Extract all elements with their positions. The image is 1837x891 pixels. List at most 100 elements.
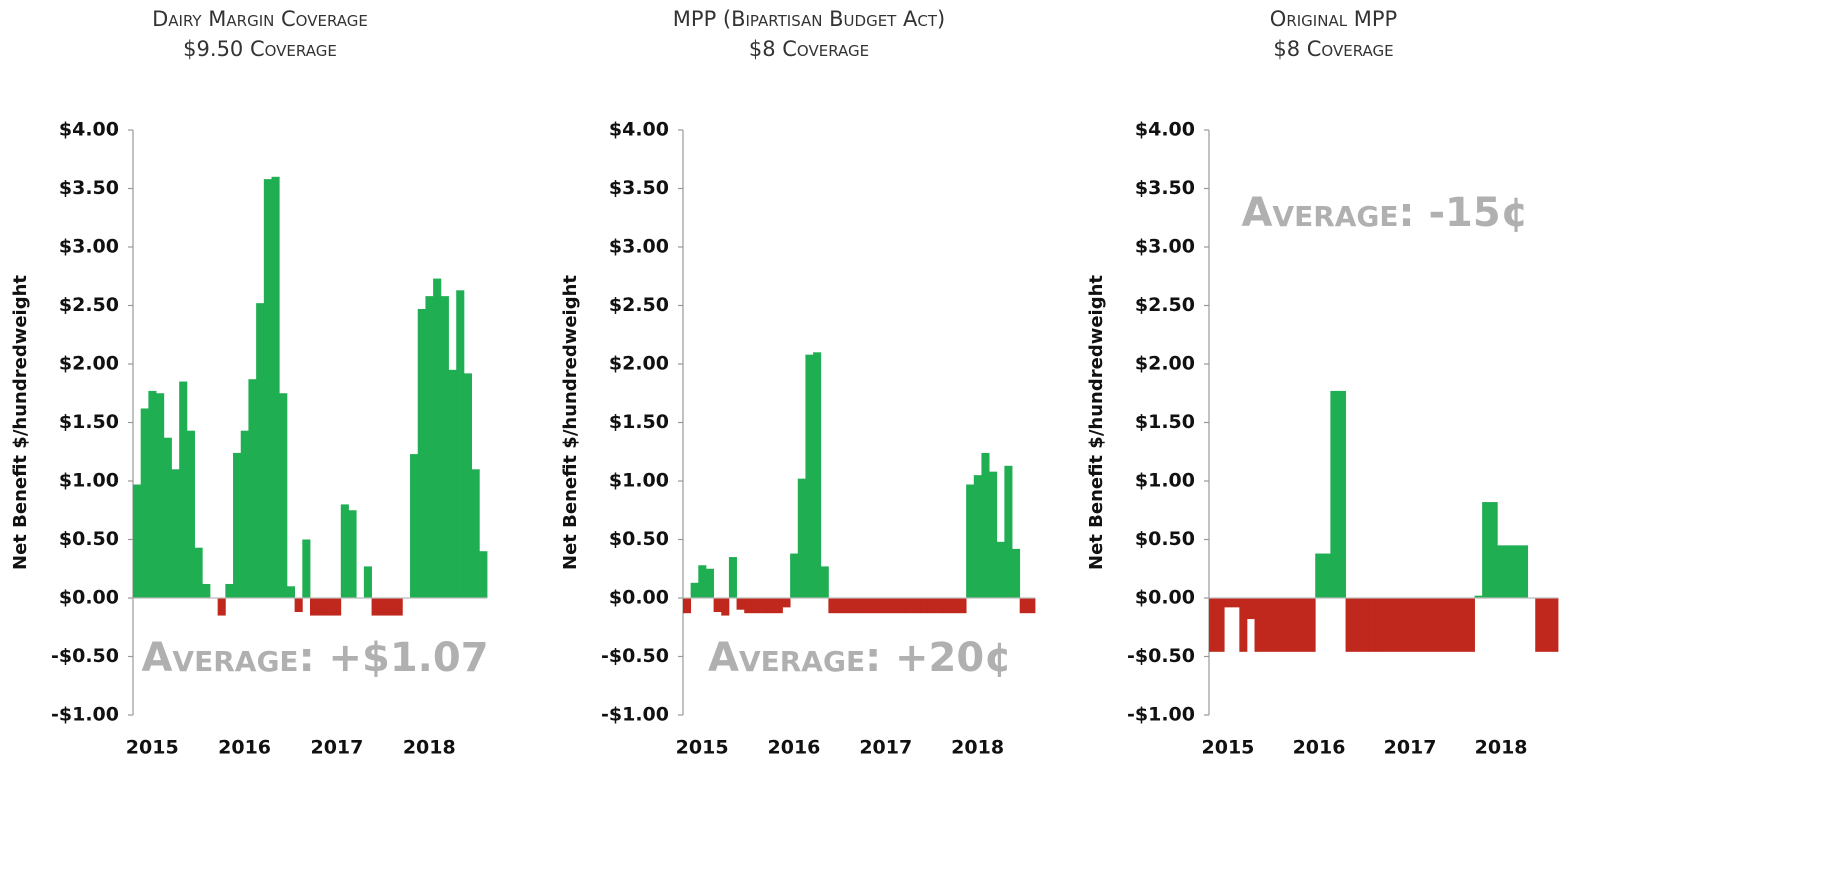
bar <box>171 469 180 598</box>
y-tick-label: $1.50 <box>1135 411 1195 433</box>
y-tick-label: $0.50 <box>609 528 669 550</box>
bar <box>713 598 722 613</box>
bar <box>874 598 883 614</box>
bar <box>394 598 403 616</box>
bar <box>448 369 457 598</box>
bar <box>1224 598 1233 608</box>
bar <box>705 568 715 598</box>
y-tick-label: $1.50 <box>609 411 669 433</box>
bar <box>1360 598 1369 652</box>
annotation: Average: +$1.07 <box>141 635 488 681</box>
bar <box>966 484 975 598</box>
bar <box>843 598 852 614</box>
bar <box>456 290 465 598</box>
y-tick-label: $2.00 <box>1135 353 1195 375</box>
bar <box>881 598 891 614</box>
bar <box>140 408 149 598</box>
y-tick-label: $0.00 <box>1135 587 1195 609</box>
bar <box>163 437 172 598</box>
bar <box>1391 598 1400 652</box>
x-tick-label: 2017 <box>859 737 912 759</box>
bar <box>263 179 272 598</box>
y-tick-label: $4.00 <box>59 119 119 141</box>
bar <box>1254 598 1263 652</box>
bar <box>1459 598 1468 652</box>
bar <box>912 598 921 614</box>
bar <box>751 598 760 614</box>
x-tick-label: 2018 <box>403 737 456 759</box>
bar <box>1277 598 1286 652</box>
bar <box>790 553 799 598</box>
bar <box>425 296 434 598</box>
bar <box>927 598 936 614</box>
y-tick-label: -$0.50 <box>1127 645 1195 667</box>
bar <box>950 598 959 614</box>
bar <box>371 598 380 616</box>
bar <box>186 430 195 598</box>
bar <box>1429 598 1438 652</box>
bar <box>1231 598 1240 608</box>
bar <box>889 598 898 614</box>
bar <box>1535 598 1544 652</box>
bar <box>805 354 814 598</box>
bar <box>981 452 990 598</box>
bar <box>759 598 768 614</box>
y-tick-label: $2.50 <box>59 294 119 316</box>
y-tick-label: $1.00 <box>1135 470 1195 492</box>
bar <box>240 430 249 598</box>
bar <box>286 586 296 598</box>
bar <box>194 547 203 598</box>
bar <box>440 296 449 598</box>
bar <box>463 373 473 598</box>
bar <box>958 598 967 614</box>
bar <box>217 598 226 616</box>
bar <box>1550 598 1559 652</box>
bar <box>744 598 753 614</box>
bar <box>340 504 349 598</box>
bar <box>1504 545 1513 598</box>
bar <box>1337 390 1346 598</box>
annotation: Average: +20¢ <box>708 635 1012 681</box>
bar <box>279 393 288 598</box>
bar <box>836 598 845 614</box>
bar <box>1019 598 1028 614</box>
bar <box>851 598 860 614</box>
bar <box>866 598 875 614</box>
bar <box>1292 598 1301 652</box>
chart-title: Original MPP <box>1270 7 1397 31</box>
bar <box>1300 598 1309 652</box>
y-tick-label: $2.50 <box>609 294 669 316</box>
bar <box>943 598 952 614</box>
bar <box>1012 548 1021 598</box>
bar <box>1406 598 1415 652</box>
bar <box>989 471 998 598</box>
bar <box>736 598 745 610</box>
bar <box>1512 545 1521 598</box>
bar <box>348 510 357 598</box>
bar <box>1436 598 1445 652</box>
bar <box>133 484 142 598</box>
bar <box>1542 598 1551 652</box>
bar <box>1353 598 1362 652</box>
bar <box>828 598 837 614</box>
bar <box>302 539 311 598</box>
bar <box>683 598 692 614</box>
bar <box>294 598 303 613</box>
bar <box>1398 598 1407 652</box>
bar <box>1489 502 1498 598</box>
bar <box>1375 598 1384 652</box>
y-tick-label: -$0.50 <box>51 645 119 667</box>
y-tick-label: $1.00 <box>609 470 669 492</box>
y-tick-label: $1.00 <box>59 470 119 492</box>
bar <box>767 598 776 614</box>
bar <box>1520 545 1529 598</box>
bar <box>897 598 906 614</box>
bar <box>690 582 699 598</box>
bar <box>1497 545 1506 598</box>
bar <box>973 475 982 598</box>
bar <box>728 557 737 598</box>
y-tick-label: $3.00 <box>609 236 669 258</box>
y-tick-label: $3.00 <box>59 236 119 258</box>
bar <box>698 565 707 598</box>
